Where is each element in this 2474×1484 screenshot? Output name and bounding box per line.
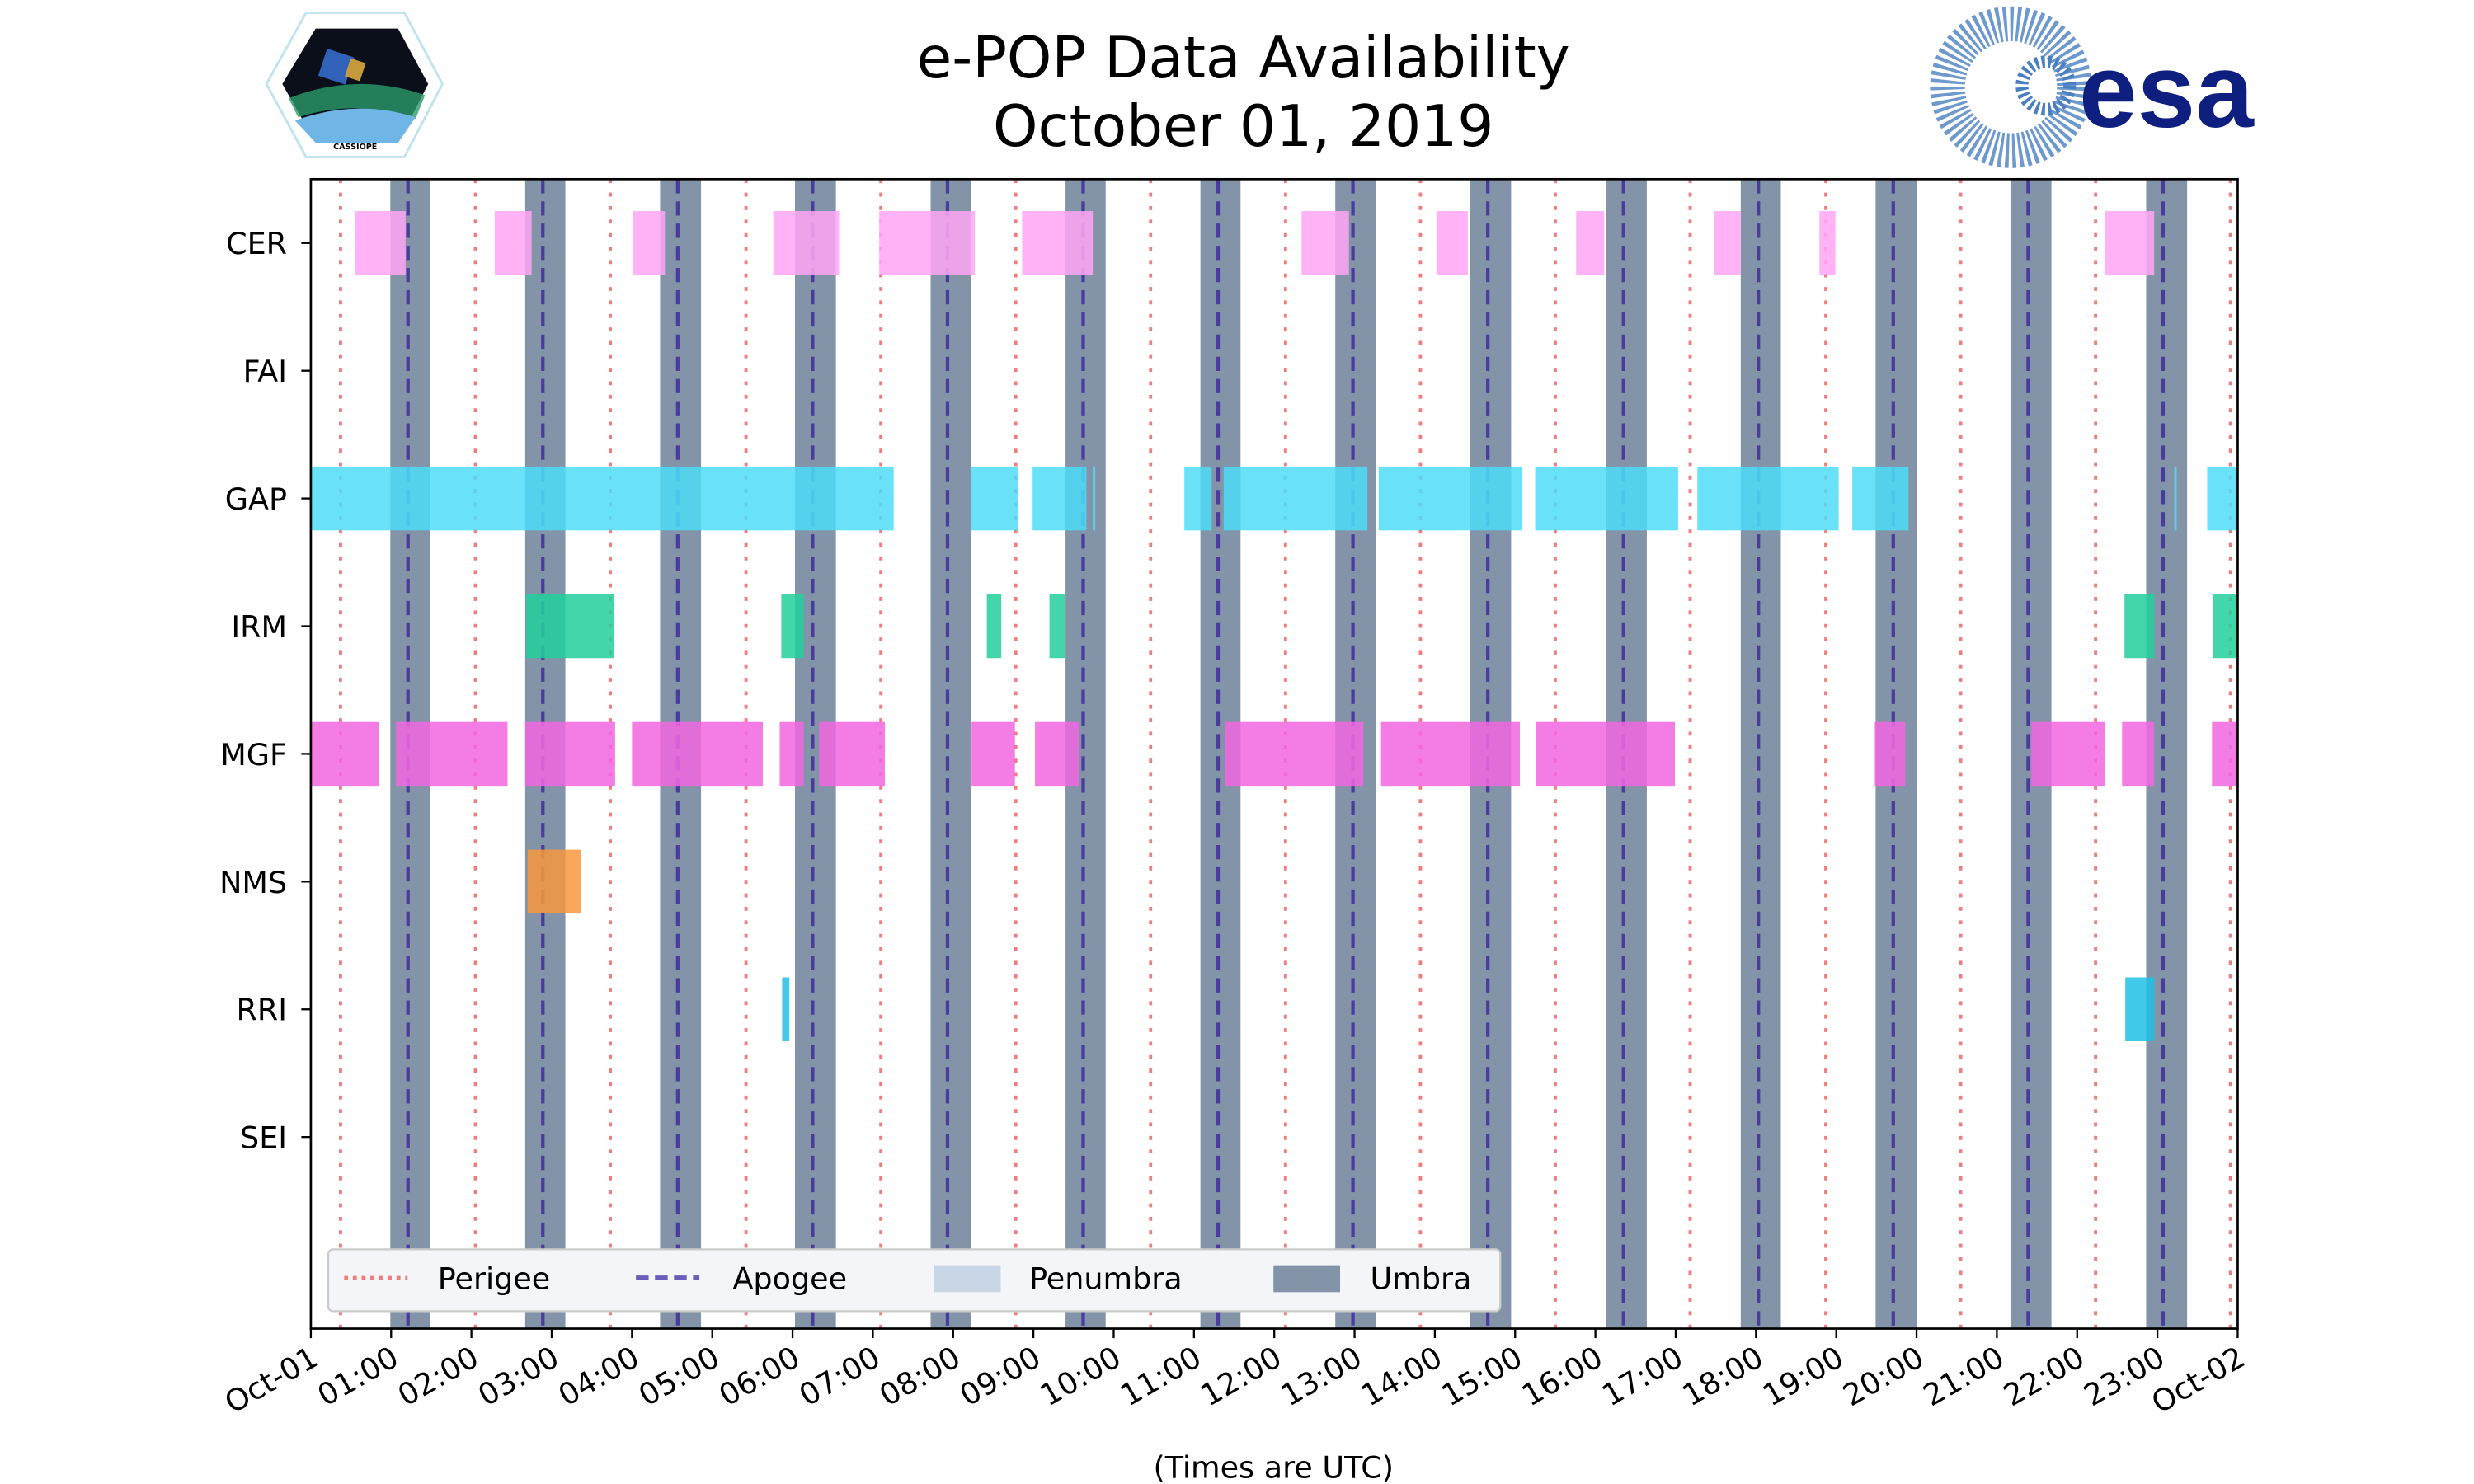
bar-gap — [971, 466, 1018, 531]
bar-cer — [355, 211, 406, 275]
bar-gap — [2174, 466, 2177, 531]
bar-mgf — [1225, 721, 1364, 787]
bar-cer — [773, 211, 840, 275]
x-tick-label: 18:00 — [1677, 1339, 1770, 1413]
y-tick-label: CER — [226, 226, 287, 261]
x-tick-label: 07:00 — [793, 1339, 887, 1413]
bar-mgf — [396, 721, 508, 787]
chart-title-line1: e-POP Data Availability — [917, 26, 1570, 92]
x-tick-label: 13:00 — [1275, 1339, 1368, 1413]
legend: Perigee Apogee Penumbra Umbra — [327, 1248, 1502, 1313]
bar-mgf — [1536, 721, 1675, 787]
chart-title-line2: October 01, 2019 — [993, 94, 1493, 160]
bar-irm — [781, 594, 804, 659]
bar-mgf — [1380, 721, 1521, 787]
x-tick-label: 10:00 — [1034, 1339, 1127, 1413]
legend-perigee-label: Perigee — [438, 1261, 550, 1296]
x-tick-label: 19:00 — [1757, 1339, 1850, 1413]
y-tick-label: MGF — [220, 737, 287, 773]
x-axis-label: (Times are UTC) — [1153, 1449, 1394, 1484]
x-tick-label: 16:00 — [1516, 1339, 1609, 1413]
y-tick-label: RRI — [237, 993, 288, 1028]
bar-gap — [1184, 466, 1212, 531]
bar-irm — [525, 594, 614, 659]
x-tick-label: 20:00 — [1837, 1339, 1930, 1413]
x-tick-label: 21:00 — [1917, 1339, 2011, 1413]
bar-irm — [2124, 594, 2155, 659]
esa-logo: esa — [1930, 6, 2255, 168]
x-tick-label: 01:00 — [312, 1339, 405, 1413]
y-tick-label: FAI — [243, 354, 287, 389]
x-tick-label: 15:00 — [1436, 1339, 1529, 1413]
legend-umbra-label: Umbra — [1371, 1261, 1472, 1296]
bar-mgf — [310, 721, 379, 787]
legend-penumbra-swatch — [934, 1265, 1001, 1293]
bar-gap — [2207, 466, 2238, 531]
x-tick-label: 04:00 — [553, 1339, 646, 1413]
bar-mgf — [524, 721, 615, 787]
bar-mgf — [2212, 721, 2238, 787]
cassiope-logo: CASSIOPE — [265, 11, 444, 158]
y-tick-label: GAP — [225, 481, 287, 517]
bar-gap — [1378, 466, 1523, 531]
bar-gap — [1223, 466, 1368, 531]
bar-mgf — [779, 721, 804, 787]
bar-nms — [527, 849, 581, 914]
bar-cer — [494, 211, 532, 275]
x-tick-label: 08:00 — [873, 1339, 967, 1413]
x-tick-label: 02:00 — [392, 1339, 485, 1413]
bar-rri — [782, 977, 790, 1041]
bar-cer — [1436, 211, 1468, 275]
bar-cer — [1301, 211, 1349, 275]
bar-mgf — [632, 721, 764, 787]
bar-cer — [1576, 211, 1605, 275]
y-tick-label: SEI — [240, 1120, 287, 1156]
x-tick-label: 14:00 — [1355, 1339, 1448, 1413]
bar-cer — [1714, 211, 1741, 275]
x-tick-label: 17:00 — [1596, 1339, 1689, 1413]
cassiope-logo-text: CASSIOPE — [333, 143, 377, 152]
plot-area — [310, 179, 2238, 1329]
bar-gap — [1697, 466, 1839, 531]
bar-mgf — [1035, 721, 1079, 787]
x-tick-label: 11:00 — [1114, 1339, 1207, 1413]
bar-mgf — [2031, 721, 2105, 787]
bar-mgf — [971, 721, 1015, 787]
bar-irm — [1049, 594, 1065, 659]
bar-cer — [2105, 211, 2155, 275]
legend-penumbra-label: Penumbra — [1029, 1261, 1183, 1296]
bar-irm — [986, 594, 1002, 659]
x-tick-label: 22:00 — [1997, 1339, 2091, 1413]
bar-mgf — [1874, 721, 1906, 787]
x-tick-label: 09:00 — [954, 1339, 1047, 1413]
bar-gap — [1852, 466, 1909, 531]
x-tick-label: Oct-01 — [219, 1339, 324, 1421]
bar-gap — [310, 466, 894, 531]
y-tick-label: NMS — [219, 865, 287, 900]
legend-apogee-label: Apogee — [732, 1261, 847, 1296]
bar-gap — [1093, 466, 1096, 531]
bar-irm — [2213, 594, 2238, 659]
bar-gap — [1032, 466, 1087, 531]
x-tick-label: 06:00 — [713, 1339, 806, 1413]
bar-rri — [2125, 977, 2155, 1041]
x-tick-label: 05:00 — [633, 1339, 726, 1413]
bar-mgf — [819, 721, 886, 787]
x-tick-label: 03:00 — [472, 1339, 565, 1413]
x-tick-label: Oct-02 — [2146, 1339, 2251, 1421]
x-tick-label: 12:00 — [1195, 1339, 1288, 1413]
legend-umbra-swatch — [1273, 1265, 1340, 1293]
bar-cer — [1022, 211, 1094, 275]
bar-cer — [879, 211, 976, 275]
bar-cer — [633, 211, 666, 275]
umbra-band — [1740, 179, 1781, 1329]
bar-mgf — [2122, 721, 2155, 787]
y-tick-label: IRM — [231, 609, 287, 645]
bar-gap — [1535, 466, 1678, 531]
bar-cer — [1819, 211, 1836, 275]
umbra-band — [930, 179, 971, 1329]
esa-logo-text: esa — [2079, 32, 2255, 149]
